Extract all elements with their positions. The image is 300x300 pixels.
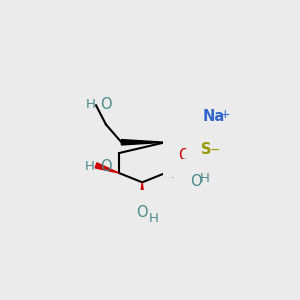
Text: H: H	[85, 160, 94, 172]
Polygon shape	[165, 142, 204, 151]
Text: O: O	[190, 174, 202, 189]
Polygon shape	[95, 163, 119, 173]
Text: H: H	[85, 98, 95, 111]
Text: H: H	[200, 172, 210, 185]
Polygon shape	[122, 140, 165, 145]
Text: −: −	[210, 144, 220, 157]
Text: O: O	[178, 148, 190, 163]
Text: +: +	[220, 108, 231, 121]
Text: O: O	[100, 159, 112, 174]
Text: S: S	[201, 142, 211, 157]
Text: Na: Na	[203, 110, 225, 124]
Text: O: O	[136, 205, 148, 220]
Polygon shape	[140, 182, 145, 204]
Text: H: H	[148, 212, 158, 225]
Text: O: O	[100, 97, 112, 112]
